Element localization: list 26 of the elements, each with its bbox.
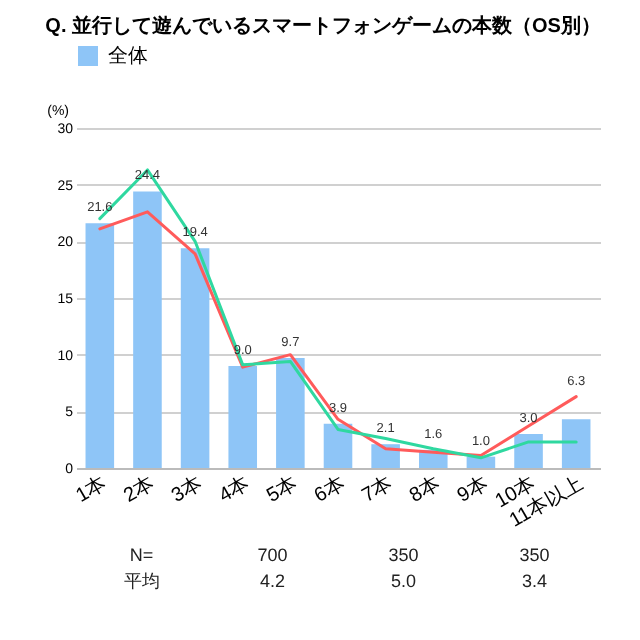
x-tick-label: 8本 <box>405 471 445 508</box>
x-tick-label: 7本 <box>357 471 397 508</box>
x-tick-label: 3本 <box>167 471 207 508</box>
text: 350 <box>519 545 550 565</box>
bar <box>133 191 162 468</box>
bar <box>561 419 591 468</box>
bar <box>228 366 258 468</box>
x-tick-label: 5本 <box>262 471 302 508</box>
x-tick-label: 1本 <box>71 471 111 508</box>
chart-title: Q. 並行して遊んでいるスマートフォンゲームの本数（OS別） <box>45 14 601 38</box>
text: N= <box>129 545 154 565</box>
text: 350 <box>388 545 419 565</box>
x-tick-label: 4本 <box>214 471 254 508</box>
text: 5.0 <box>390 571 417 591</box>
x-tick-label: 6本 <box>310 471 349 508</box>
text: 平均 <box>123 571 160 591</box>
text: 700 <box>257 545 288 565</box>
text: 4.2 <box>259 571 286 591</box>
x-tick-label: 9本 <box>452 471 492 508</box>
bar <box>276 358 305 468</box>
legend-label: 全体 <box>108 44 148 68</box>
bar <box>323 423 353 468</box>
bar <box>85 223 115 468</box>
bar <box>180 248 210 468</box>
x-tick-label: 2本 <box>119 471 159 508</box>
text: 3.4 <box>521 571 548 591</box>
